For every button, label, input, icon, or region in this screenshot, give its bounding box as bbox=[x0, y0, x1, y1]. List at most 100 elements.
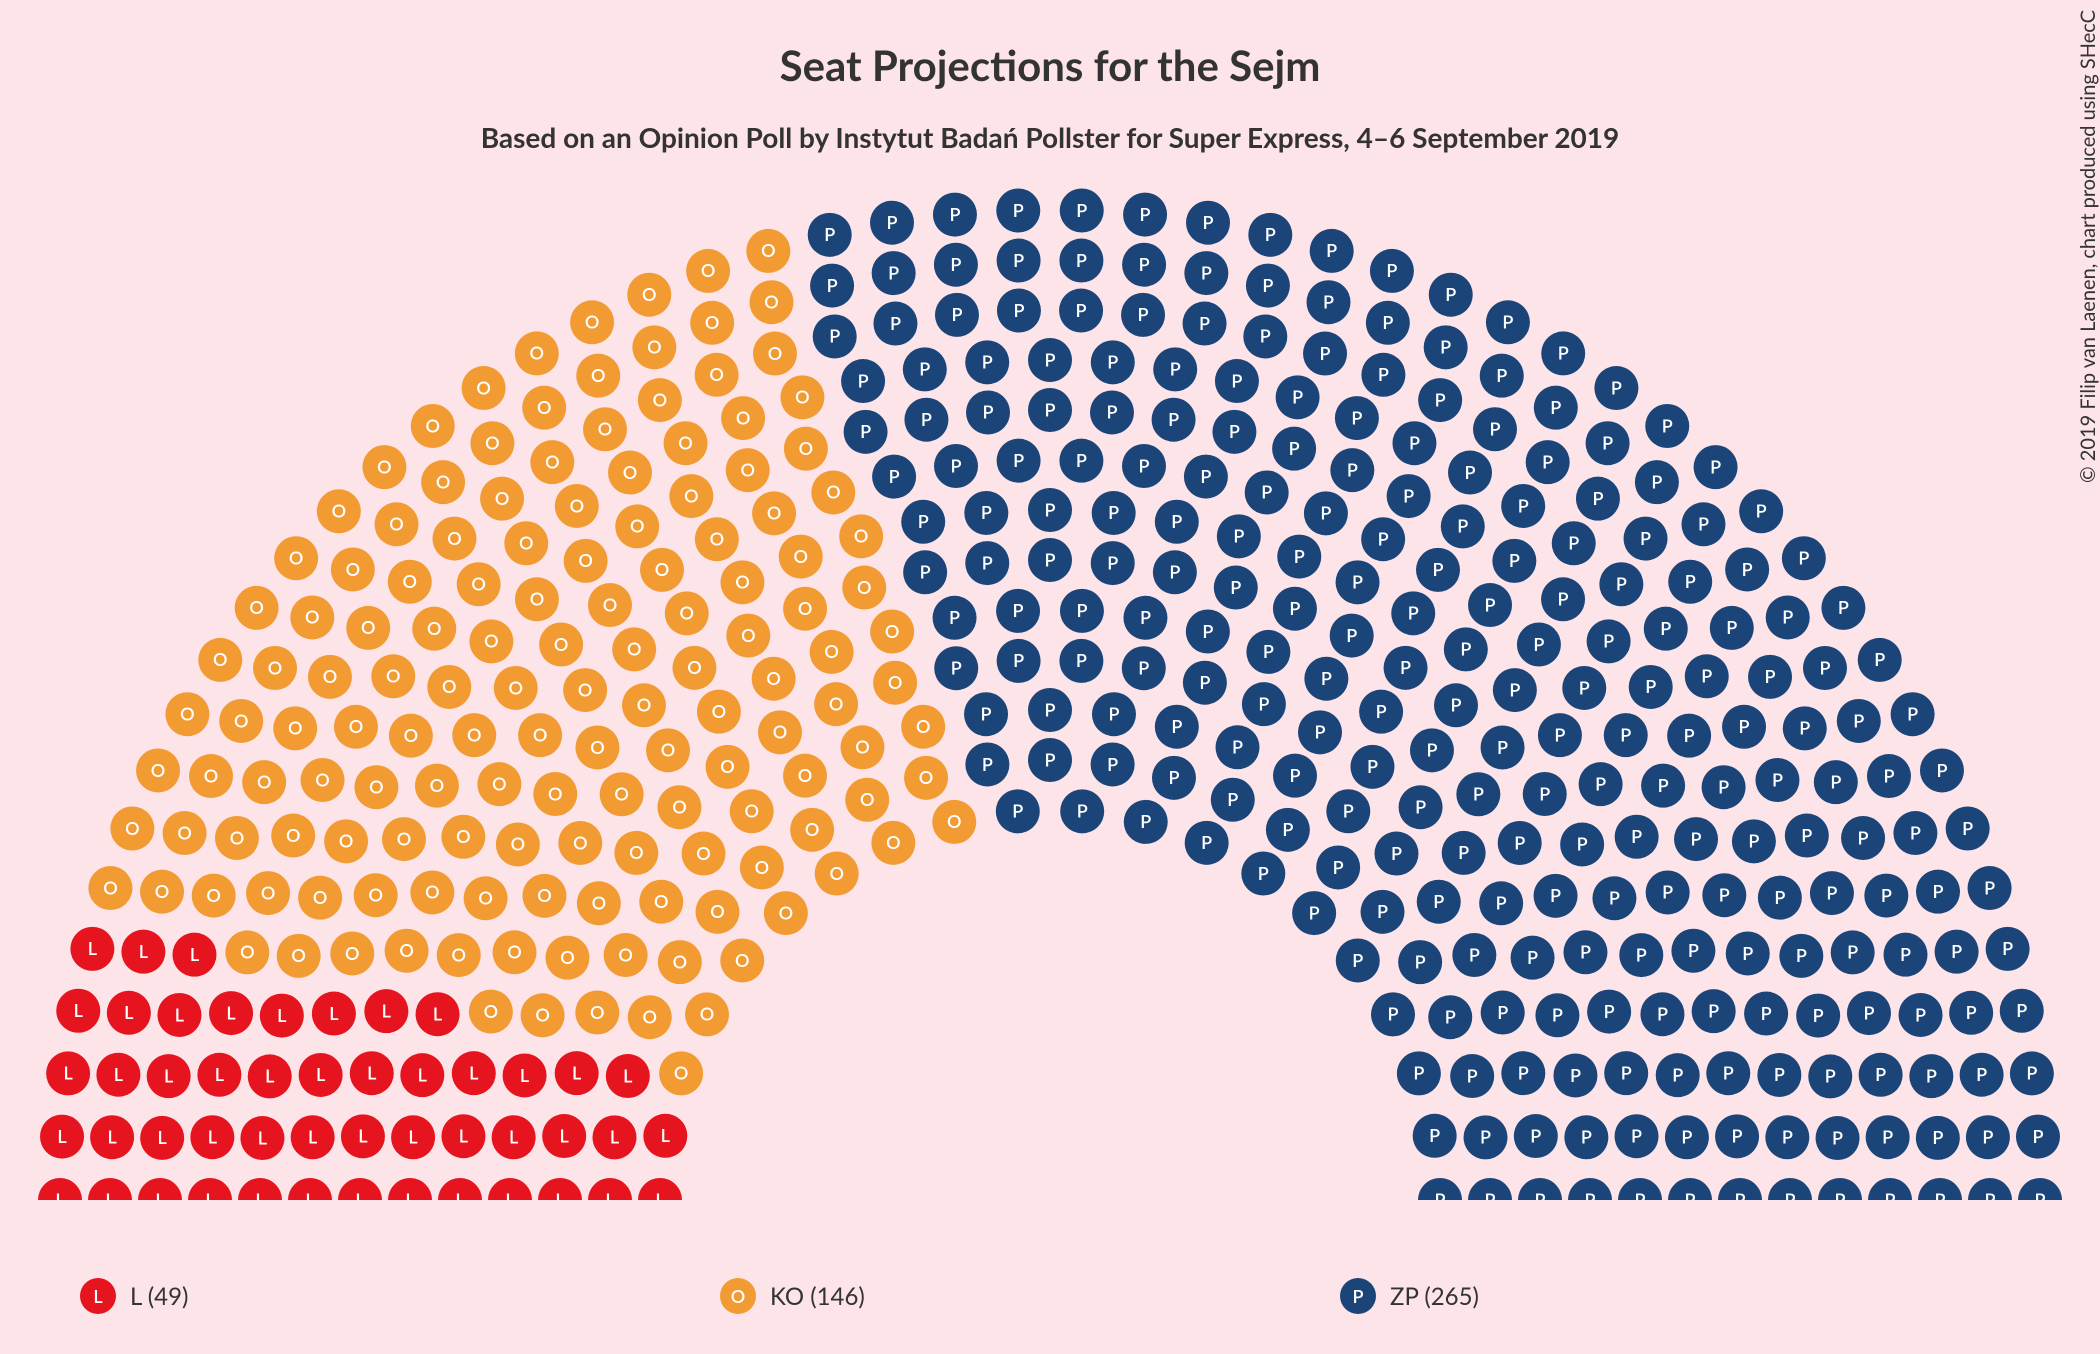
svg-text:O: O bbox=[696, 842, 710, 864]
seat-ZP: P bbox=[1246, 630, 1290, 674]
svg-text:O: O bbox=[570, 494, 584, 516]
svg-text:P: P bbox=[1518, 494, 1529, 516]
seat-ZP: P bbox=[1916, 1116, 1960, 1160]
seat-ZP: P bbox=[1586, 421, 1630, 465]
svg-text:P: P bbox=[1535, 1188, 1546, 1200]
seat-ZP: P bbox=[1059, 289, 1103, 333]
seat-ZP: P bbox=[1416, 548, 1460, 592]
svg-text:P: P bbox=[1202, 620, 1213, 642]
svg-text:L: L bbox=[455, 1188, 465, 1200]
svg-text:O: O bbox=[764, 291, 778, 313]
svg-text:P: P bbox=[1581, 1126, 1592, 1148]
seat-ZP: P bbox=[1028, 488, 1072, 532]
seat-ZP: P bbox=[1562, 666, 1606, 710]
svg-text:O: O bbox=[467, 723, 481, 745]
seat-KO: O bbox=[614, 831, 658, 875]
svg-text:O: O bbox=[585, 311, 599, 333]
svg-text:P: P bbox=[1915, 1003, 1926, 1025]
svg-text:P: P bbox=[1201, 831, 1212, 853]
seat-ZP: P bbox=[1884, 933, 1928, 977]
seat-ZP: P bbox=[1592, 876, 1636, 920]
seat-ZP: P bbox=[1935, 930, 1979, 974]
svg-text:O: O bbox=[630, 515, 644, 537]
seat-ZP: P bbox=[1241, 852, 1285, 896]
svg-text:P: P bbox=[1382, 311, 1393, 333]
svg-text:O: O bbox=[637, 694, 651, 716]
seat-KO: O bbox=[88, 866, 132, 910]
svg-text:O: O bbox=[315, 768, 329, 790]
svg-text:P: P bbox=[1558, 342, 1569, 364]
seat-ZP: P bbox=[1336, 560, 1380, 604]
svg-text:P: P bbox=[1550, 396, 1561, 418]
svg-text:P: P bbox=[1400, 656, 1411, 678]
svg-text:O: O bbox=[766, 667, 780, 689]
svg-text:O: O bbox=[349, 715, 363, 737]
svg-text:P: P bbox=[1509, 549, 1520, 571]
seat-ZP: P bbox=[1587, 990, 1631, 1034]
svg-text:O: O bbox=[767, 502, 781, 524]
svg-text:O: O bbox=[519, 532, 533, 554]
seat-KO: O bbox=[308, 655, 352, 699]
svg-text:P: P bbox=[860, 420, 871, 442]
svg-text:P: P bbox=[1409, 431, 1420, 453]
svg-text:P: P bbox=[951, 657, 962, 679]
seat-L: L bbox=[350, 1051, 394, 1095]
svg-text:P: P bbox=[1609, 887, 1620, 909]
seat-KO: O bbox=[521, 993, 565, 1037]
svg-text:P: P bbox=[1530, 1124, 1541, 1146]
seat-ZP: P bbox=[1028, 388, 1072, 432]
svg-text:L: L bbox=[139, 940, 149, 962]
svg-text:O: O bbox=[177, 821, 191, 843]
seat-KO: O bbox=[783, 754, 827, 798]
svg-text:P: P bbox=[2026, 1062, 2037, 1084]
svg-text:O: O bbox=[389, 513, 403, 535]
seat-KO: O bbox=[558, 821, 602, 865]
svg-text:L: L bbox=[355, 1188, 365, 1200]
svg-text:L: L bbox=[623, 1064, 633, 1086]
seat-ZP: P bbox=[934, 444, 978, 488]
seat-L: L bbox=[209, 991, 253, 1035]
svg-text:P: P bbox=[982, 551, 993, 573]
seat-ZP: P bbox=[1702, 765, 1746, 809]
seat-L: L bbox=[592, 1115, 636, 1159]
svg-text:P: P bbox=[1527, 946, 1538, 968]
svg-text:P: P bbox=[1962, 817, 1973, 839]
svg-text:P: P bbox=[1496, 892, 1507, 914]
seat-KO: O bbox=[746, 229, 790, 273]
svg-text:O: O bbox=[425, 881, 439, 903]
svg-text:P: P bbox=[1045, 748, 1056, 770]
svg-text:O: O bbox=[684, 484, 698, 506]
seat-ZP: P bbox=[1758, 876, 1802, 920]
svg-text:O: O bbox=[860, 788, 874, 810]
svg-text:P: P bbox=[1602, 432, 1613, 454]
svg-text:L: L bbox=[520, 1064, 530, 1086]
seat-ZP: P bbox=[1492, 539, 1536, 583]
seat-ZP: P bbox=[933, 193, 977, 237]
svg-text:P: P bbox=[1875, 1063, 1886, 1085]
seat-KO: O bbox=[901, 705, 945, 749]
seat-KO: O bbox=[219, 699, 263, 743]
svg-text:P: P bbox=[1199, 312, 1210, 334]
seat-KO: O bbox=[682, 832, 726, 876]
svg-text:O: O bbox=[805, 818, 819, 840]
svg-text:P: P bbox=[1858, 826, 1869, 848]
svg-text:P: P bbox=[1076, 649, 1087, 671]
seat-ZP: P bbox=[1153, 550, 1197, 594]
svg-text:O: O bbox=[710, 900, 724, 922]
seat-ZP: P bbox=[1868, 1178, 1912, 1200]
svg-text:P: P bbox=[1282, 818, 1293, 840]
seat-ZP: P bbox=[1766, 595, 1810, 639]
svg-text:O: O bbox=[485, 432, 499, 454]
svg-text:O: O bbox=[289, 547, 303, 569]
seat-ZP: P bbox=[1739, 489, 1783, 533]
svg-text:O: O bbox=[404, 724, 418, 746]
svg-text:L: L bbox=[358, 1125, 368, 1147]
seat-KO: O bbox=[415, 764, 459, 808]
svg-text:P: P bbox=[1232, 736, 1243, 758]
seat-ZP: P bbox=[1615, 815, 1659, 859]
svg-text:O: O bbox=[103, 876, 117, 898]
seat-ZP: P bbox=[1335, 396, 1379, 440]
seat-L: L bbox=[38, 1178, 82, 1200]
seat-ZP: P bbox=[1292, 891, 1336, 935]
seat-ZP: P bbox=[903, 550, 947, 594]
